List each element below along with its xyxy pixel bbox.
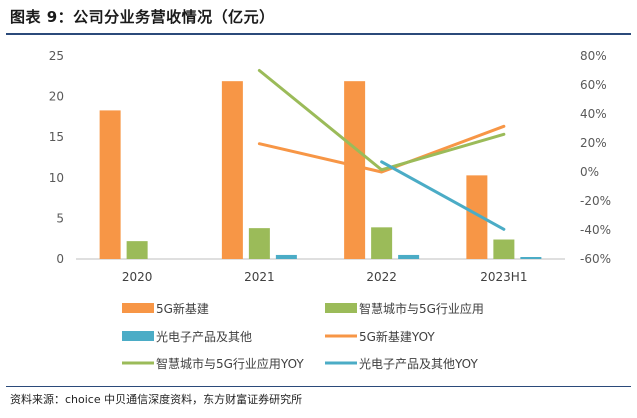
bar-2 [371, 227, 393, 259]
y-left-tick-label: 20 [49, 90, 64, 104]
x-tick-label: 2022 [366, 270, 397, 284]
bar-3 [275, 254, 297, 259]
title-rule [6, 33, 631, 35]
legend-label: 5G新基建 [156, 301, 209, 316]
bar-1 [99, 110, 121, 260]
y-right-tick-label: 0% [580, 165, 599, 179]
y-left-tick-label: 25 [49, 49, 64, 63]
x-tick-label: 2021 [244, 270, 275, 284]
legend-swatch-bar [122, 303, 154, 313]
y-right-tick-label: 40% [580, 107, 607, 121]
bar-3 [398, 254, 420, 259]
figure-title: 图表 9：公司分业务营收情况（亿元） [10, 8, 275, 26]
y-right-tick-label: -60% [580, 252, 611, 266]
legend-label: 光电子产品及其他 [156, 330, 252, 344]
legend-label: 光电子产品及其他YOY [359, 357, 478, 371]
source-rule [6, 386, 631, 387]
y-left-tick-label: 5 [56, 211, 64, 225]
chart-bars [99, 81, 542, 260]
y-left-tick-label: 0 [56, 252, 64, 266]
x-tick-label: 2023H1 [480, 270, 527, 284]
legend-label: 智慧城市与5G行业应用YOY [156, 356, 304, 371]
chart-ticks: 0 5 10 15 20 25 -60% -40% -20% 0% 20% 40% 60% 80% 2020… [49, 49, 611, 284]
bar-3 [520, 257, 542, 259]
yoy-line-3 [380, 160, 506, 231]
x-tick-label: 2020 [122, 270, 153, 284]
bar-2 [126, 241, 148, 259]
y-right-tick-label: 80% [580, 49, 607, 63]
y-left-tick-label: 10 [49, 171, 64, 185]
y-right-tick-label: -20% [580, 194, 611, 208]
legend-label: 智慧城市与5G行业应用 [359, 301, 484, 316]
revenue-chart: 0 5 10 15 20 25 -60% -40% -20% 0% 20% 40% 60% 80% 2020… [49, 49, 611, 371]
source-note: 资料来源：choice 中贝通信深度资料，东方财富证券研究所 [10, 393, 303, 406]
y-right-tick-label: 20% [580, 136, 607, 150]
yoy-line-1 [257, 124, 506, 174]
y-left-tick-label: 15 [49, 130, 64, 144]
legend-swatch-bar [325, 303, 357, 313]
yoy-line-2 [257, 69, 506, 172]
legend-label: 5G新基建YOY [359, 329, 435, 344]
chart-lines [257, 69, 506, 231]
bar-2 [493, 239, 515, 259]
y-right-tick-label: -40% [580, 223, 611, 237]
bar-1 [466, 175, 488, 259]
legend-swatch-bar [122, 331, 154, 341]
bar-1 [221, 81, 243, 259]
bar-2 [248, 228, 270, 259]
bar-1 [344, 81, 366, 259]
y-right-tick-label: 60% [580, 78, 607, 92]
